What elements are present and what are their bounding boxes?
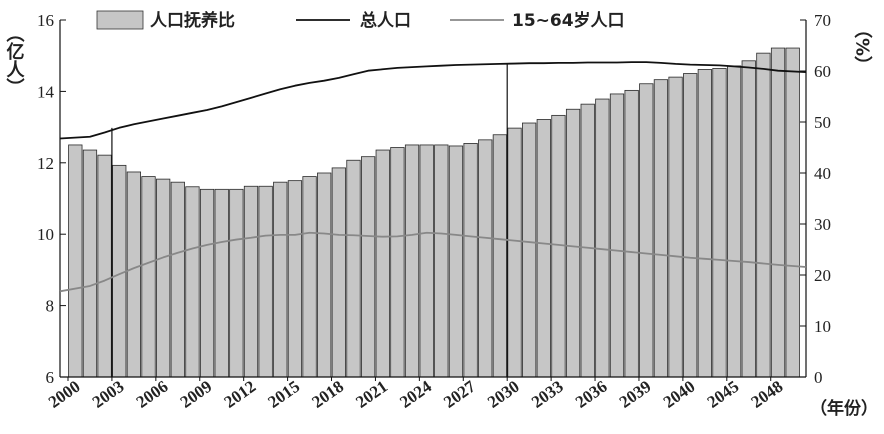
bar-2014: [273, 181, 288, 378]
left-axis-title-text: （亿人）: [4, 24, 25, 96]
bar-2024: [419, 144, 434, 378]
right-axis-ticks: 0 10 20 30 40 50 60 70: [800, 11, 831, 387]
bar-2034: [565, 108, 581, 378]
bar-2046: [741, 60, 756, 378]
bar-2043: [697, 69, 712, 378]
x-tick-label-2039: 2039: [616, 377, 655, 412]
bar-2019: [346, 159, 361, 378]
left-tick-label-8: 8: [46, 297, 55, 316]
legend-bar-label: 人口抚养比: [150, 10, 235, 31]
legend-total-label: 总人口: [360, 10, 411, 31]
bar-2048: [770, 47, 786, 378]
x-tick-label-2003: 2003: [89, 377, 128, 412]
bar-2028: [478, 139, 493, 378]
x-tick-label-2024: 2024: [396, 376, 435, 411]
bar-2029: [492, 134, 508, 378]
population-lines: [59, 61, 807, 293]
working-age-population-line: [59, 231, 807, 293]
right-tick-label-50: 50: [814, 113, 831, 132]
total-population-line: [59, 61, 807, 140]
right-axis-title: （%）: [852, 20, 873, 74]
x-tick-label-2030: 2030: [484, 377, 523, 412]
bar-2016: [302, 176, 317, 378]
right-tick-label-0: 0: [814, 368, 823, 387]
bar-2023: [404, 144, 420, 378]
bar-2026: [448, 145, 464, 378]
x-tick-label-2015: 2015: [264, 377, 303, 412]
bar-2010: [214, 188, 229, 378]
right-tick-label-40: 40: [814, 164, 831, 183]
bar-2017: [317, 172, 332, 378]
x-tick-label-2018: 2018: [308, 377, 347, 412]
bar-2013: [258, 185, 273, 378]
legend: 人口抚养比 总人口 15~64岁人口: [96, 10, 625, 31]
bar-2049: [785, 47, 800, 378]
plot-frame: [59, 20, 807, 378]
bar-2040: [653, 79, 669, 378]
x-tick-label-2006: 2006: [133, 377, 172, 412]
right-tick-label-60: 60: [814, 62, 831, 81]
x-tick-label-2048: 2048: [748, 377, 787, 412]
x-tick-label-2027: 2027: [440, 376, 479, 411]
x-tick-label-2009: 2009: [177, 377, 216, 412]
bar-2021: [375, 149, 390, 378]
bar-2003: [112, 164, 127, 378]
x-axis-ticks: 2000 2003 2006 2009 2012 2015 2018 2021 2024 2027…: [45, 376, 786, 411]
right-tick-label-20: 20: [814, 266, 831, 285]
bar-2045: [727, 65, 742, 378]
bar-2039: [639, 83, 654, 378]
bar-2001: [82, 149, 98, 378]
x-tick-label-2045: 2045: [704, 377, 743, 412]
bar-2018: [331, 167, 346, 378]
bar-2000: [68, 144, 83, 378]
bar-2012: [243, 185, 259, 378]
right-axis-title-text: （%）: [852, 20, 873, 74]
left-axis-ticks: 6 8 10 12 14 16: [37, 11, 66, 387]
x-tick-label-2036: 2036: [572, 377, 611, 412]
dependency-ratio-bars: [68, 47, 800, 378]
left-tick-label-12: 12: [37, 154, 54, 173]
bar-2025: [434, 144, 449, 378]
bar-2037: [609, 93, 625, 378]
bar-2047: [756, 52, 771, 378]
bar-2027: [463, 143, 478, 378]
left-tick-label-10: 10: [37, 225, 54, 244]
left-tick-label-6: 6: [46, 368, 55, 387]
x-tick-label-2021: 2021: [352, 377, 391, 412]
bar-2036: [595, 98, 610, 378]
bar-2038: [624, 89, 639, 378]
bar-2030: [507, 127, 522, 378]
bar-2044: [712, 68, 727, 378]
bar-2005: [141, 176, 156, 378]
x-tick-label-2040: 2040: [660, 377, 699, 412]
bar-2004: [126, 171, 142, 378]
bar-2015: [287, 180, 303, 378]
bar-2035: [580, 103, 595, 378]
bar-2008: [185, 186, 200, 378]
left-tick-label-16: 16: [37, 11, 54, 30]
legend-bar-swatch: [96, 10, 144, 30]
legend-working-label: 15~64岁人口: [512, 10, 625, 31]
left-tick-label-14: 14: [37, 82, 55, 101]
right-tick-label-70: 70: [814, 11, 831, 30]
x-tick-label-2033: 2033: [528, 377, 567, 412]
x-tick-label-2012: 2012: [221, 377, 260, 412]
right-tick-label-10: 10: [814, 317, 831, 336]
bar-2032: [536, 119, 551, 378]
bar-2042: [683, 73, 698, 378]
bar-2011: [229, 188, 244, 378]
bar-2022: [390, 147, 405, 378]
bar-2007: [170, 181, 185, 378]
bar-2002: [97, 154, 112, 378]
x-unit-label: （年份）: [810, 398, 878, 419]
right-tick-label-30: 30: [814, 215, 831, 234]
bar-2009: [199, 188, 215, 378]
bar-2020: [360, 156, 376, 378]
bar-2006: [156, 178, 171, 378]
bar-2031: [522, 122, 537, 378]
bar-2041: [668, 76, 683, 378]
left-axis-title: （亿人）: [4, 24, 25, 96]
